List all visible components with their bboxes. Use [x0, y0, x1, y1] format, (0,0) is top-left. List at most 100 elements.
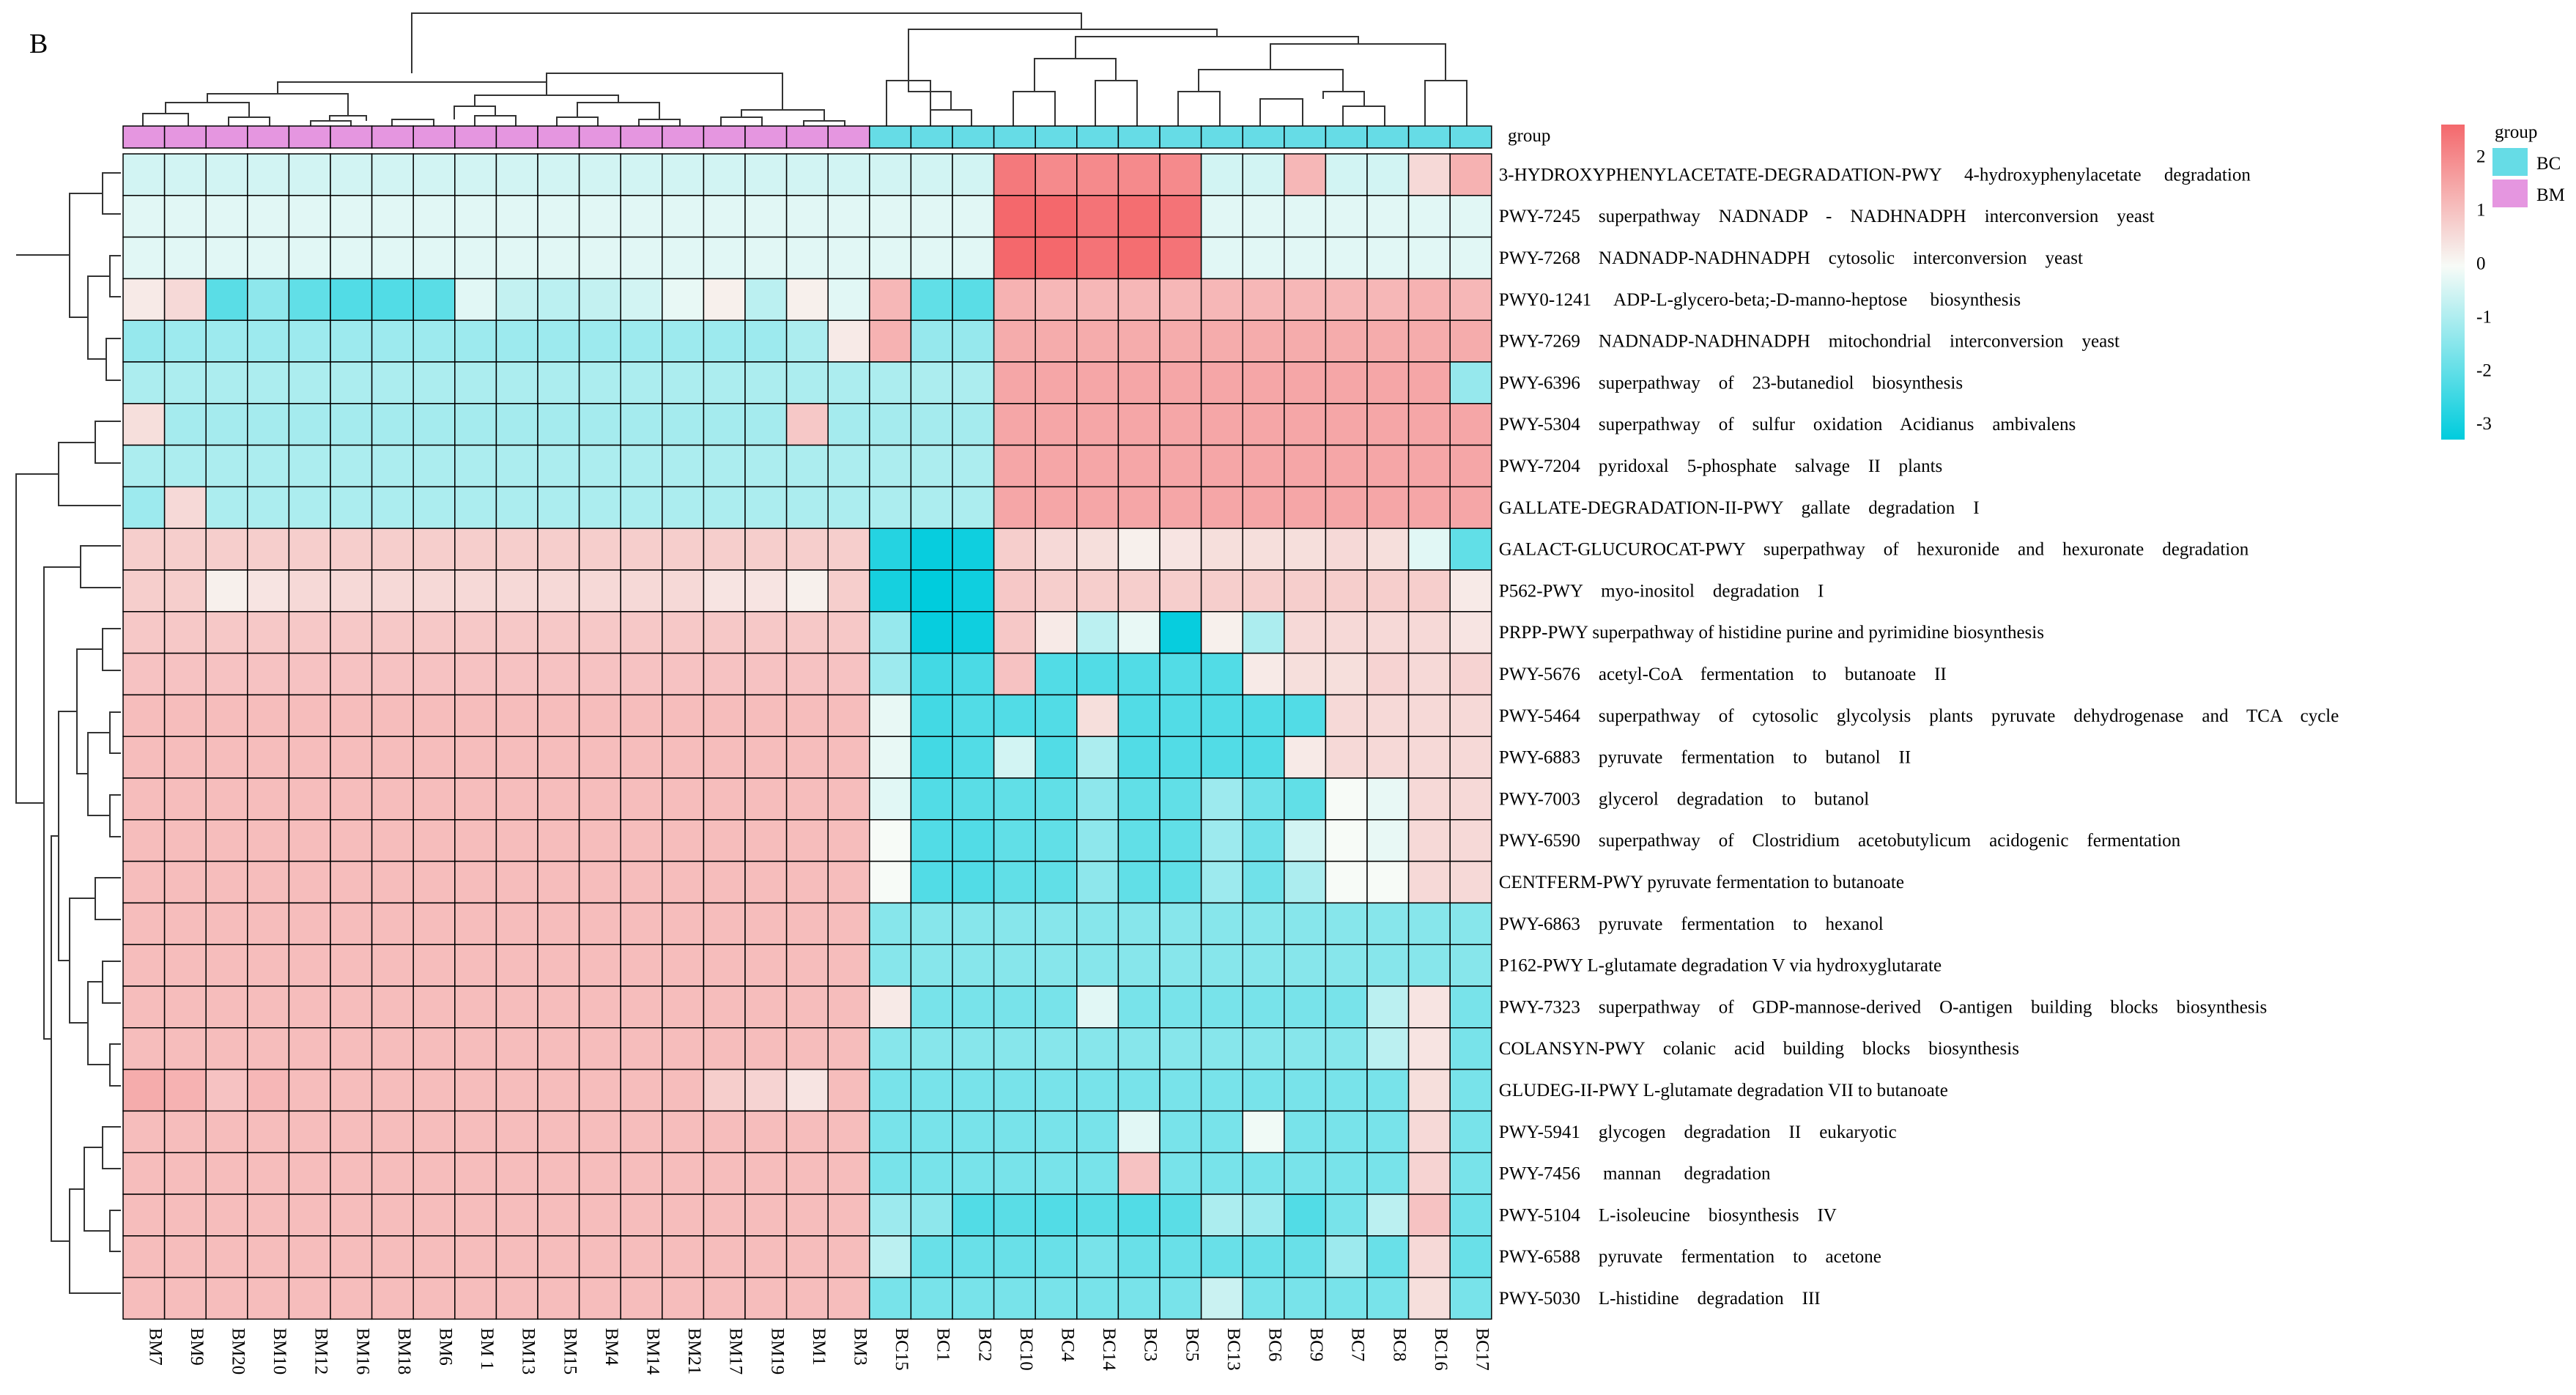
heatmap-cell	[247, 444, 290, 488]
heatmap-cell	[371, 777, 414, 821]
heatmap-cell	[1407, 985, 1451, 1029]
heatmap-cell	[1076, 195, 1119, 238]
heatmap-cell	[869, 1276, 912, 1320]
heatmap-cell	[247, 236, 290, 280]
heatmap-cell	[330, 403, 373, 446]
heatmap-cell	[1035, 736, 1078, 779]
group-cell-bm	[537, 125, 580, 149]
heatmap-cell	[454, 777, 497, 821]
heatmap-cell	[412, 1194, 456, 1237]
heatmap-cell	[1159, 652, 1202, 696]
heatmap-cell	[578, 361, 621, 404]
heatmap-cell	[1325, 777, 1368, 821]
heatmap-cell	[1242, 611, 1285, 654]
heatmap-cell	[993, 569, 1036, 613]
heatmap-cell	[205, 319, 248, 363]
heatmap-cell	[163, 236, 207, 280]
heatmap-cell	[1200, 1235, 1243, 1279]
heatmap-cell	[1076, 944, 1119, 987]
heatmap-cell	[1242, 819, 1285, 862]
heatmap-cell	[620, 195, 663, 238]
heatmap-cell	[205, 195, 248, 238]
column-label: BC16	[1431, 1328, 1451, 1370]
heatmap-cell	[1076, 569, 1119, 613]
heatmap-cell	[578, 319, 621, 363]
heatmap-cell	[703, 528, 746, 571]
heatmap-cell	[1449, 361, 1492, 404]
heatmap-cell	[1284, 944, 1327, 987]
heatmap-cell	[1117, 569, 1161, 613]
column-label: BC6	[1265, 1328, 1285, 1361]
heatmap-cell	[1242, 1152, 1285, 1195]
heatmap-cell	[1035, 528, 1078, 571]
group-cell-bm	[495, 125, 538, 149]
heatmap-cell	[952, 902, 995, 945]
heatmap-cell	[869, 819, 912, 862]
heatmap-cell	[827, 361, 870, 404]
heatmap-cell	[1242, 195, 1285, 238]
heatmap-cell	[662, 902, 705, 945]
heatmap-cell	[620, 985, 663, 1029]
heatmap-cell	[1325, 860, 1368, 904]
heatmap-cell	[537, 944, 580, 987]
heatmap-cell	[827, 1068, 870, 1112]
heatmap-cell	[910, 652, 953, 696]
group-cell-bc	[1200, 125, 1243, 149]
heatmap-cell	[578, 444, 621, 488]
heatmap-cell	[1076, 777, 1119, 821]
row-label: PWY-7456 mannan degradation	[1499, 1164, 1771, 1184]
heatmap-cell	[662, 777, 705, 821]
colorbar	[2441, 125, 2465, 440]
colorbar-tick-label: -3	[2476, 414, 2492, 434]
heatmap-cell	[537, 278, 580, 321]
heatmap-cell	[247, 278, 290, 321]
heatmap-cell	[371, 652, 414, 696]
heatmap-cell	[1407, 1027, 1451, 1070]
heatmap-cell	[785, 403, 829, 446]
heatmap-cell	[1159, 1235, 1202, 1279]
heatmap-cell	[122, 819, 166, 862]
heatmap-cell	[371, 319, 414, 363]
heatmap-cell	[703, 486, 746, 529]
heatmap-cell	[495, 860, 538, 904]
heatmap-cell	[1117, 777, 1161, 821]
heatmap-cell	[1449, 985, 1492, 1029]
heatmap-cell	[1117, 736, 1161, 779]
heatmap-cell	[1407, 153, 1451, 196]
heatmap-cell	[371, 902, 414, 945]
heatmap-cell	[1117, 403, 1161, 446]
heatmap-cell	[703, 444, 746, 488]
row-label: P562-PWY myo-inositol degradation I	[1499, 581, 1824, 601]
column-label: BC10	[1016, 1328, 1036, 1370]
heatmap-cell	[869, 902, 912, 945]
heatmap-cell	[1159, 444, 1202, 488]
heatmap-cell	[785, 860, 829, 904]
heatmap-cell	[495, 611, 538, 654]
heatmap-cell	[495, 1276, 538, 1320]
heatmap-cell	[537, 361, 580, 404]
heatmap-cell	[578, 777, 621, 821]
group-cell-bm	[578, 125, 621, 149]
heatmap-cell	[122, 652, 166, 696]
heatmap-cell	[330, 195, 373, 238]
heatmap-cell	[1366, 819, 1410, 862]
heatmap-cell	[495, 736, 538, 779]
heatmap-cell	[247, 195, 290, 238]
heatmap-cell	[952, 1068, 995, 1112]
heatmap-cell	[1076, 1110, 1119, 1153]
heatmap-cell	[1035, 944, 1078, 987]
heatmap-cell	[869, 403, 912, 446]
column-label: BM17	[726, 1328, 746, 1374]
heatmap-cell	[1284, 319, 1327, 363]
heatmap-cell	[1284, 1068, 1327, 1112]
column-label: BC17	[1473, 1328, 1492, 1370]
heatmap-cell	[1407, 944, 1451, 987]
heatmap-cell	[1366, 403, 1410, 446]
heatmap-cell	[412, 444, 456, 488]
heatmap-cell	[827, 1194, 870, 1237]
heatmap-cell	[1366, 902, 1410, 945]
heatmap-cell	[1366, 361, 1410, 404]
heatmap-cell	[412, 569, 456, 613]
heatmap-cell	[495, 403, 538, 446]
heatmap-cell	[1035, 777, 1078, 821]
